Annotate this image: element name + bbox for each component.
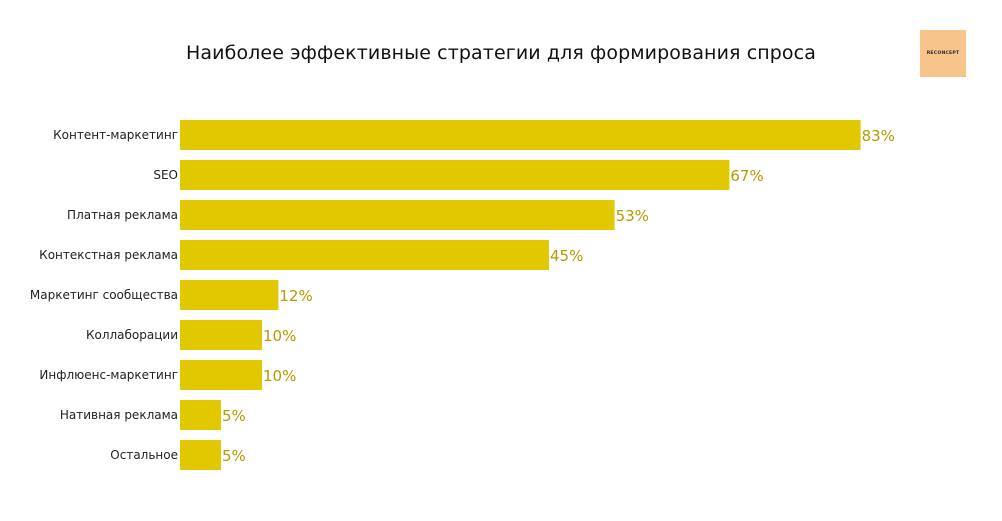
value-label-4: 45% [550, 247, 583, 265]
chart-title: Наиболее эффективные стратегии для форми… [186, 42, 816, 64]
category-label-2: SEO [153, 168, 178, 182]
bar-4 [180, 240, 549, 270]
category-label-9: Остальное [110, 448, 178, 462]
logo-text: RECONCEPT [926, 51, 960, 56]
bar-5 [180, 280, 279, 310]
bar-6 [180, 320, 262, 350]
category-label-5: Маркетинг сообщества [30, 288, 178, 302]
bar-3 [180, 200, 615, 230]
bar-2 [180, 160, 730, 190]
bar-8 [180, 400, 221, 430]
value-label-2: 67% [730, 167, 763, 185]
category-label-7: Инфлюенс-маркетинг [39, 368, 178, 382]
category-label-4: Контекстная реклама [39, 248, 178, 262]
category-label-6: Коллаборации [86, 328, 178, 342]
bar-9 [180, 440, 221, 470]
reconcept-logo: RECONCEPT [920, 30, 966, 77]
bar-7 [180, 360, 262, 390]
value-label-5: 12% [279, 287, 312, 305]
bar-1 [180, 120, 861, 150]
category-label-3: Платная реклама [67, 208, 178, 222]
value-label-7: 10% [263, 367, 296, 385]
value-label-8: 5% [222, 407, 246, 425]
category-label-1: Контент-маркетинг [53, 128, 178, 142]
value-label-9: 5% [222, 447, 246, 465]
value-label-3: 53% [616, 207, 649, 225]
category-label-8: Нативная реклама [60, 408, 178, 422]
value-label-1: 83% [862, 127, 895, 145]
value-label-6: 10% [263, 327, 296, 345]
